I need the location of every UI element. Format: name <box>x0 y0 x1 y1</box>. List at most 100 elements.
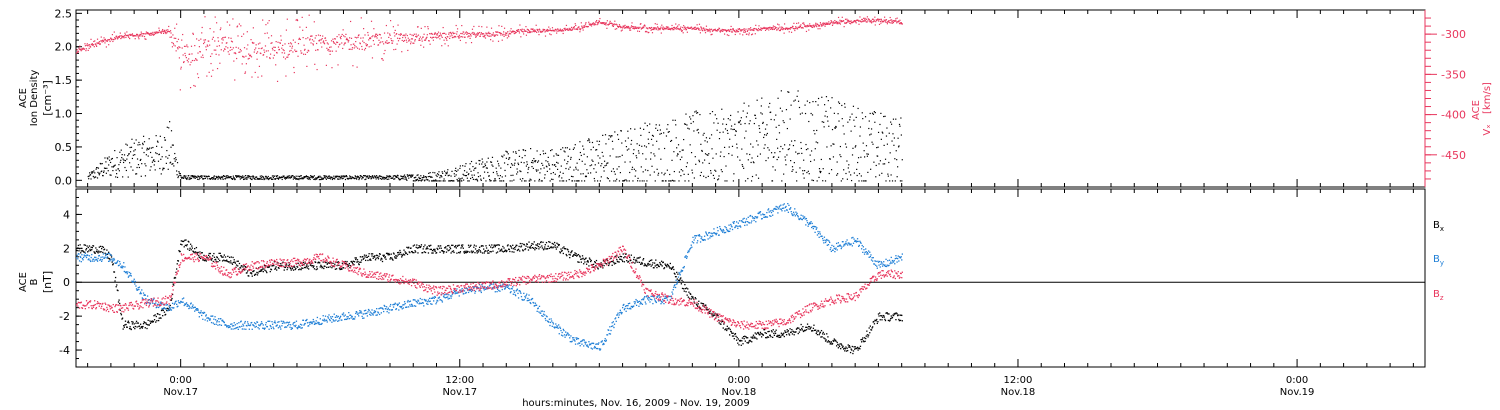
bx-point <box>479 250 481 252</box>
density-point <box>809 154 811 156</box>
vx-point <box>403 39 406 42</box>
bx-point <box>533 241 535 243</box>
vx-point <box>507 34 509 36</box>
bx-point <box>228 260 230 263</box>
vx-point <box>188 58 190 60</box>
vx-point <box>453 35 455 38</box>
vx-point <box>868 19 870 21</box>
density-point <box>810 150 813 152</box>
density-point <box>530 161 533 164</box>
bx-point <box>506 250 508 252</box>
density-point <box>828 125 830 127</box>
bx-point <box>660 260 663 262</box>
bx-point <box>480 251 482 253</box>
bx-point <box>513 247 516 249</box>
bx-point <box>521 242 523 245</box>
bx-point <box>223 254 225 256</box>
density-point <box>690 152 693 154</box>
bx-point <box>349 264 352 267</box>
bx-point <box>594 261 596 264</box>
vx-point <box>219 29 221 31</box>
density-point <box>171 144 174 146</box>
density-point <box>458 180 461 182</box>
xtick-day-label: Nov.19 <box>1280 387 1315 398</box>
bx-point <box>195 246 198 249</box>
density-point <box>729 138 731 140</box>
density-point <box>244 175 247 177</box>
vx-point <box>322 35 324 37</box>
density-point <box>215 175 217 178</box>
vx-point <box>478 25 480 28</box>
vx-point <box>419 36 421 38</box>
bx-point <box>533 247 535 249</box>
density-point <box>463 170 466 172</box>
density-point <box>299 177 301 179</box>
bx-point <box>172 283 174 285</box>
density-point <box>817 97 820 100</box>
density-point <box>659 129 661 131</box>
vx-point <box>336 41 339 44</box>
vx-point <box>686 27 688 29</box>
bottom-ytick-label: 4 <box>63 208 70 221</box>
bx-point <box>273 264 275 267</box>
vx-point <box>466 33 468 36</box>
density-point <box>165 162 167 164</box>
density-point <box>302 177 304 179</box>
bx-point <box>121 318 123 320</box>
bx-point <box>602 267 604 269</box>
density-point <box>794 99 796 101</box>
bx-point <box>537 243 539 245</box>
vx-point <box>448 32 450 34</box>
density-point <box>808 173 810 175</box>
vx-point <box>657 29 659 31</box>
bx-point <box>571 250 573 252</box>
vx-point <box>402 36 404 39</box>
density-point <box>212 178 214 180</box>
bx-point <box>341 262 344 264</box>
density-point <box>368 177 370 180</box>
bx-point <box>87 251 89 253</box>
density-point <box>199 177 201 180</box>
bx-point <box>585 263 588 265</box>
bx-point <box>485 247 488 249</box>
density-point <box>572 148 575 150</box>
vx-point <box>370 45 372 47</box>
vx-point <box>324 37 327 39</box>
vx-point <box>236 57 238 60</box>
bx-point <box>394 257 396 259</box>
density-point <box>569 148 571 150</box>
vx-point <box>86 44 88 46</box>
bx-point <box>79 244 81 246</box>
density-point <box>89 172 91 174</box>
density-point <box>200 176 202 178</box>
density-point <box>609 155 611 157</box>
vx-point <box>609 22 611 24</box>
vx-point <box>502 33 504 35</box>
vx-point <box>878 19 880 21</box>
vx-point <box>290 43 293 45</box>
bx-point <box>553 241 556 244</box>
vx-point <box>571 29 573 31</box>
bx-point <box>651 259 653 261</box>
bx-point <box>345 263 348 265</box>
vx-point <box>373 28 375 30</box>
vx-point <box>346 37 348 39</box>
vx-point <box>738 28 740 31</box>
vx-point <box>248 57 250 60</box>
vx-point <box>393 32 395 34</box>
vx-point <box>418 39 420 41</box>
density-point <box>517 162 519 164</box>
bx-point <box>709 310 711 313</box>
density-point <box>871 141 873 143</box>
vx-point <box>624 24 626 26</box>
density-point <box>159 167 161 170</box>
vx-point <box>844 22 846 24</box>
vx-point <box>474 34 476 36</box>
vx-point <box>783 28 785 30</box>
bx-point <box>438 247 441 249</box>
vx-point <box>817 24 820 26</box>
vx-point <box>754 33 756 35</box>
vx-point <box>608 23 610 25</box>
density-point <box>371 176 373 178</box>
density-point <box>696 129 698 131</box>
